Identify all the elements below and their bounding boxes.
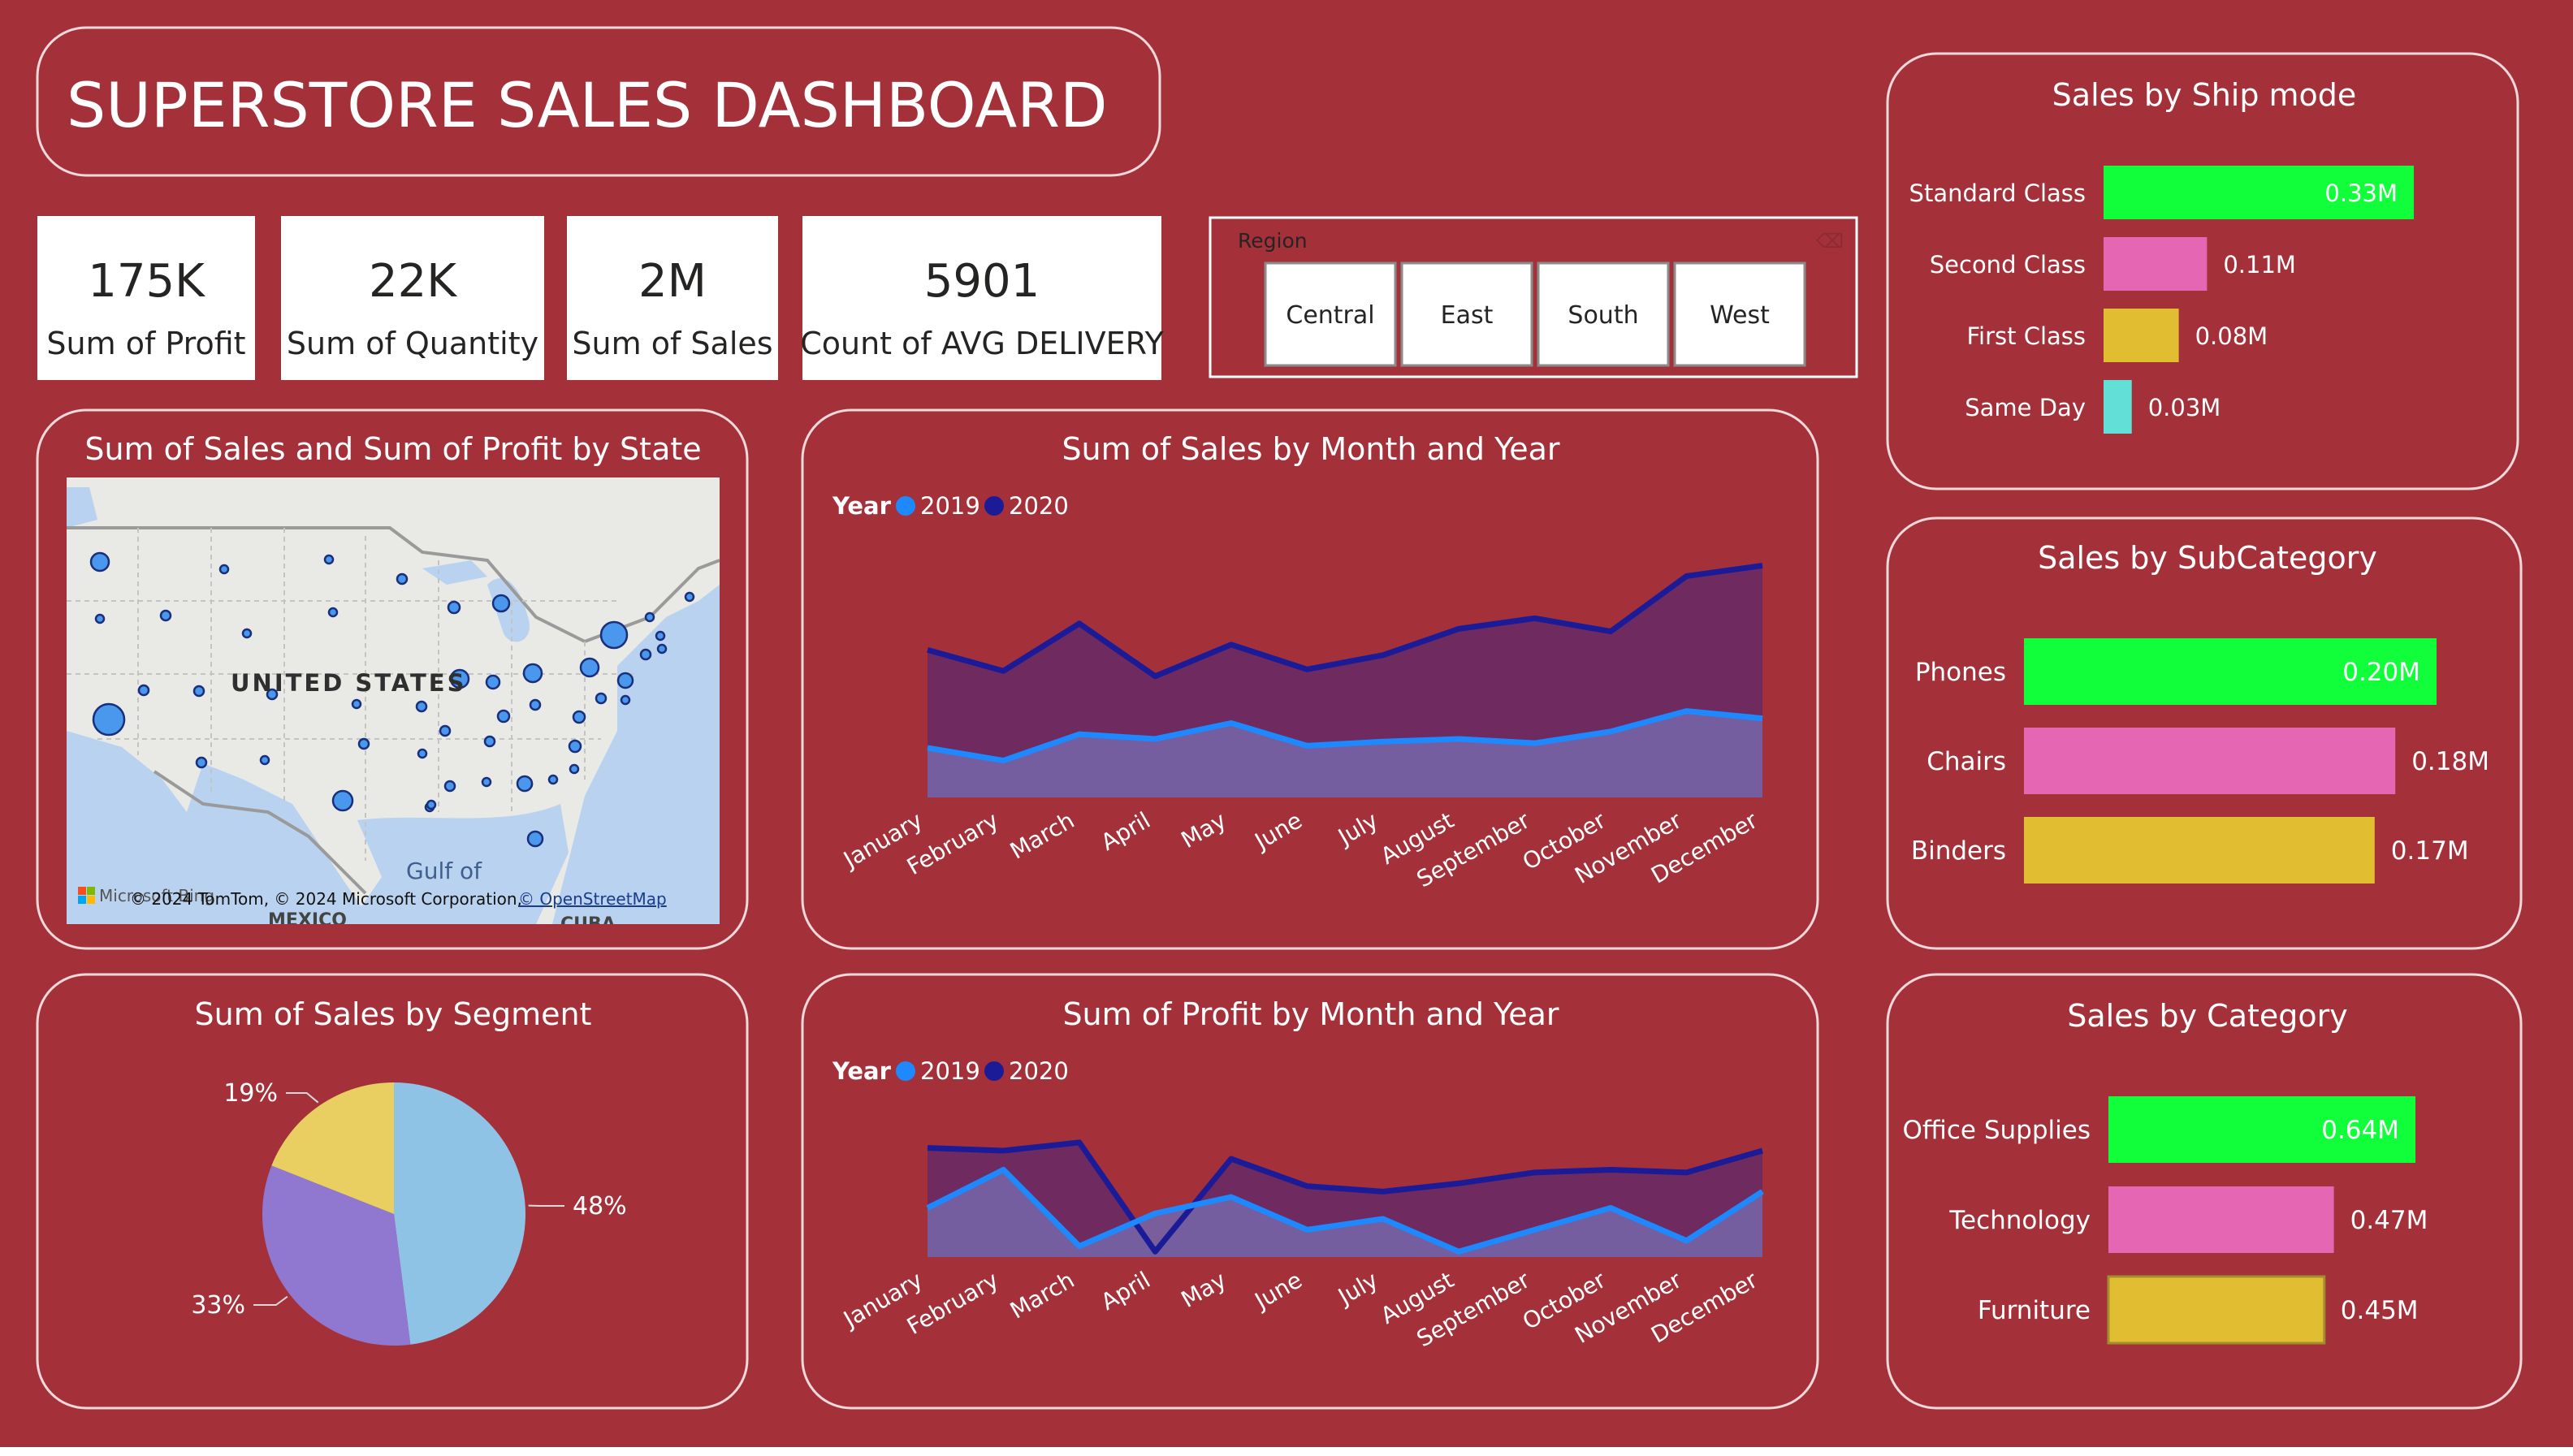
pie-slice-label: 33% xyxy=(191,1291,245,1320)
sales-chart-legend: Year 2019 2020 xyxy=(832,492,1069,520)
legend-label-2020: 2020 xyxy=(1009,492,1069,520)
legend-marker-2020 xyxy=(984,1061,1004,1081)
bar-value-label: 0.17M xyxy=(2391,836,2469,866)
map-title: Sum of Sales and Sum of Profit by State xyxy=(84,431,701,467)
kpi-label: Count of AVG DELIVERY xyxy=(800,326,1164,361)
legend-marker-2019 xyxy=(896,1061,915,1081)
kpi-card-delivery: 5901 Count of AVG DELIVERY xyxy=(800,216,1164,380)
map-country-label: UNITED STATES xyxy=(231,669,466,697)
region-option-south[interactable]: South xyxy=(1538,263,1668,365)
bar-value-label: 0.47M xyxy=(2350,1206,2428,1235)
kpi-card-quantity: 22K Sum of Quantity xyxy=(281,216,544,380)
bar-category-label: Binders xyxy=(1911,836,2006,866)
map-attribution: © 2024 TomTom, © 2024 Microsoft Corporat… xyxy=(130,889,522,909)
category-title: Sales by Category xyxy=(2067,998,2348,1034)
kpi-label: Sum of Profit xyxy=(46,326,245,361)
clear-selection-icon[interactable]: ⌫ xyxy=(1815,230,1844,253)
map-gulf-label: Gulf of xyxy=(406,858,482,884)
region-slicer: Region ⌫ Central East South West xyxy=(1210,218,1857,377)
kpi-card-sales: 2M Sum of Sales xyxy=(567,216,778,380)
pie-slice-label: 48% xyxy=(573,1192,627,1221)
bar[interactable] xyxy=(2104,237,2207,291)
bar[interactable] xyxy=(2024,817,2375,884)
pie-slice-label: 19% xyxy=(223,1079,278,1108)
region-option-label: East xyxy=(1441,301,1494,330)
bar-value-label: 0.18M xyxy=(2411,747,2489,776)
bar[interactable] xyxy=(2108,1186,2334,1253)
bar-value-label: 0.45M xyxy=(2341,1296,2419,1325)
bar-category-label: Furniture xyxy=(1978,1296,2091,1325)
legend-title: Year xyxy=(832,492,892,520)
legend-marker-2019 xyxy=(896,496,915,516)
legend-label-2019: 2019 xyxy=(920,1057,980,1085)
region-option-label: South xyxy=(1568,301,1638,330)
ship-mode-title: Sales by Ship mode xyxy=(2052,77,2357,113)
kpi-value: 175K xyxy=(88,255,205,308)
bar-category-label: Technology xyxy=(1948,1206,2091,1235)
dashboard-title: SUPERSTORE SALES DASHBOARD xyxy=(67,69,1108,141)
bar-category-label: Chairs xyxy=(1927,747,2006,776)
profit-chart-title: Sum of Profit by Month and Year xyxy=(1062,996,1559,1032)
bar-value-label: 0.20M xyxy=(2342,658,2420,687)
bar-category-label: Second Class xyxy=(1930,251,2086,279)
kpi-label: Sum of Quantity xyxy=(287,326,538,361)
bar-category-label: Phones xyxy=(1915,658,2006,687)
kpi-label: Sum of Sales xyxy=(572,326,772,361)
legend-label-2020: 2020 xyxy=(1009,1057,1069,1085)
bottom-strip xyxy=(0,1447,2573,1453)
openstreetmap-link[interactable]: © OpenStreetMap xyxy=(518,889,667,909)
bar-category-label: Same Day xyxy=(1965,394,2086,421)
bar-value-label: 0.03M xyxy=(2148,394,2221,421)
bar[interactable] xyxy=(2108,1277,2324,1343)
bar-value-label: 0.33M xyxy=(2324,179,2398,207)
legend-label-2019: 2019 xyxy=(920,492,980,520)
bar[interactable] xyxy=(2104,309,2179,362)
kpi-card-profit: 175K Sum of Profit xyxy=(37,216,255,380)
bar[interactable] xyxy=(2104,380,2132,434)
region-option-central[interactable]: Central xyxy=(1265,263,1395,365)
region-slicer-title: Region xyxy=(1238,229,1308,253)
bar-value-label: 0.11M xyxy=(2223,251,2296,279)
legend-title: Year xyxy=(832,1057,892,1085)
subcategory-title: Sales by SubCategory xyxy=(2038,540,2377,576)
legend-marker-2020 xyxy=(984,496,1004,516)
segment-chart-title: Sum of Sales by Segment xyxy=(195,996,592,1032)
region-option-west[interactable]: West xyxy=(1675,263,1805,365)
kpi-value: 22K xyxy=(369,255,457,308)
map-panel: Sum of Sales and Sum of Profit by State xyxy=(37,410,747,948)
region-option-east[interactable]: East xyxy=(1402,263,1532,365)
kpi-value: 2M xyxy=(638,255,707,308)
sales-chart-title: Sum of Sales by Month and Year xyxy=(1062,431,1559,467)
bar-category-label: Standard Class xyxy=(1909,179,2086,207)
region-option-label: Central xyxy=(1286,301,1374,330)
bar-value-label: 0.08M xyxy=(2195,322,2268,350)
map-view[interactable]: UNITED STATES Gulf of MEXICO CUBA Micros… xyxy=(67,477,720,935)
bar-category-label: First Class xyxy=(1966,322,2086,350)
region-option-label: West xyxy=(1710,301,1770,330)
bar[interactable] xyxy=(2024,728,2395,794)
kpi-value: 5901 xyxy=(924,255,1040,308)
bar-value-label: 0.64M xyxy=(2321,1116,2399,1145)
profit-chart-legend: Year 2019 2020 xyxy=(832,1057,1069,1085)
bar-category-label: Office Supplies xyxy=(1903,1116,2091,1145)
